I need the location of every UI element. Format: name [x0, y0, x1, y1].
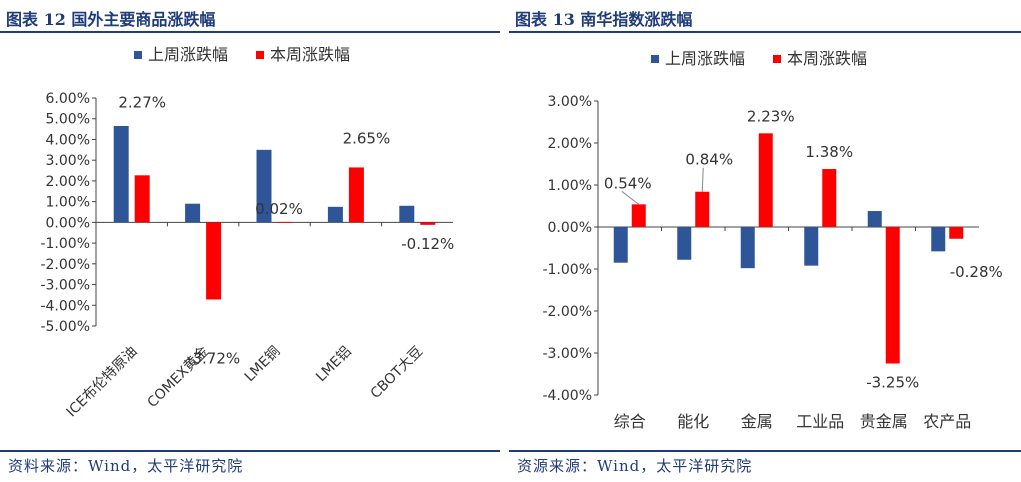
bar-last-week — [867, 211, 882, 227]
figure-13-panel: 图表 13 南华指数涨跌幅 上周涨跌幅 本周涨跌幅 3.00% 2.00% 1.00% 0… — [509, 0, 1021, 482]
y-tick-label: 3.00% — [46, 153, 90, 169]
x-tick-label: LME铜 — [242, 344, 284, 386]
y-tick-label: -4.00% — [542, 388, 592, 404]
bar-last-week — [613, 227, 628, 263]
data-label: -0.12% — [401, 235, 454, 253]
data-label: 2.27% — [118, 93, 166, 111]
x-tick-label: 农产品 — [923, 412, 971, 431]
source-note: 资源来源：Wind，太平洋研究院 — [517, 457, 753, 475]
nanhua-index-chart: 上周涨跌幅 本周涨跌幅 3.00% 2.00% 1.00% 0.00% -1.00% -2.0… — [542, 49, 1003, 431]
bar-this-week — [631, 204, 646, 227]
source-note: 资料来源：Wind，太平洋研究院 — [8, 457, 244, 475]
data-label: 2.23% — [747, 107, 795, 125]
data-label: -3.72% — [187, 349, 240, 367]
bar-this-week — [348, 167, 364, 223]
legend-swatch-1 — [651, 55, 659, 63]
y-tick-label: 1.00% — [46, 195, 90, 211]
y-tick-label: 0.00% — [548, 220, 592, 236]
title-rule — [0, 31, 500, 33]
figure-title: 图表 12 国外主要商品涨跌幅 — [6, 10, 216, 29]
y-tick-label: 5.00% — [46, 112, 90, 128]
x-tick-label: 金属 — [741, 412, 773, 431]
bar-last-week — [327, 206, 343, 223]
legend-label-1: 上周涨跌幅 — [665, 49, 745, 68]
bar-last-week — [931, 227, 946, 252]
x-tick-label: 工业品 — [796, 412, 844, 431]
x-tick-label: CBOT大豆 — [368, 344, 426, 402]
bar-last-week — [185, 203, 201, 223]
bar-this-week — [277, 221, 293, 223]
data-label: -3.25% — [866, 374, 919, 392]
bar-last-week — [256, 149, 272, 223]
bar-this-week — [420, 222, 436, 225]
data-label: 1.38% — [805, 143, 853, 161]
commodity-change-chart: 上周涨跌幅 本周涨跌幅 6.00% 5.00% 4.00% 3.00% 2.00% 1.00%… — [40, 45, 454, 421]
data-label: 0.54% — [604, 174, 652, 192]
title-rule — [509, 31, 1021, 33]
x-tick-label: 能化 — [677, 412, 709, 431]
bar-last-week — [804, 227, 819, 266]
y-tick-label: 2.00% — [46, 174, 90, 190]
leader-line — [621, 190, 640, 205]
figure-title: 图表 13 南华指数涨跌幅 — [515, 10, 693, 29]
x-tick-label: LME铝 — [313, 344, 355, 386]
leader-line — [701, 167, 704, 192]
legend-label-2: 本周涨跌幅 — [270, 45, 350, 64]
x-tick-label: 综合 — [614, 412, 646, 431]
data-label: 0.02% — [255, 200, 303, 218]
y-tick-label: -4.00% — [40, 298, 90, 314]
y-tick-label: -1.00% — [40, 236, 90, 252]
bar-this-week — [134, 175, 150, 223]
legend-label-2: 本周涨跌幅 — [787, 49, 867, 68]
source-rule — [509, 450, 1021, 452]
data-label: 2.65% — [343, 129, 391, 147]
bar-this-week — [949, 227, 964, 239]
y-tick-label: 0.00% — [46, 215, 90, 231]
bar-last-week — [399, 205, 415, 223]
y-tick-label: -5.00% — [40, 319, 90, 335]
legend-swatch-2 — [773, 55, 781, 63]
y-tick-label: 4.00% — [46, 132, 90, 148]
legend-swatch-1 — [134, 51, 142, 59]
bar-this-week — [758, 133, 773, 227]
y-tick-label: 6.00% — [46, 91, 90, 107]
y-tick-label: -2.00% — [40, 257, 90, 273]
y-tick-label: -3.00% — [542, 346, 592, 362]
data-label: -0.28% — [950, 263, 1003, 281]
y-tick-label: -3.00% — [40, 278, 90, 294]
x-tick-label: ICE布伦特原油 — [64, 344, 141, 421]
x-tick-label: 贵金属 — [860, 412, 908, 431]
y-tick-label: 2.00% — [548, 136, 592, 152]
bar-this-week — [695, 191, 710, 227]
figure-12-panel: 图表 12 国外主要商品涨跌幅 上周涨跌幅 本周涨跌幅 6.00% 5.00% 4.00… — [0, 0, 500, 482]
legend-label-1: 上周涨跌幅 — [148, 45, 228, 64]
bar-last-week — [677, 227, 692, 260]
bar-this-week — [885, 227, 900, 364]
data-label: 0.84% — [685, 151, 733, 169]
source-rule — [0, 450, 500, 452]
bar-this-week — [822, 169, 837, 227]
bar-last-week — [113, 125, 129, 223]
legend-swatch-2 — [256, 51, 264, 59]
bar-this-week — [206, 222, 222, 300]
y-tick-label: -2.00% — [542, 304, 592, 320]
y-tick-label: 3.00% — [548, 94, 592, 110]
y-tick-label: 1.00% — [548, 178, 592, 194]
bar-last-week — [740, 227, 755, 269]
y-tick-label: -1.00% — [542, 262, 592, 278]
